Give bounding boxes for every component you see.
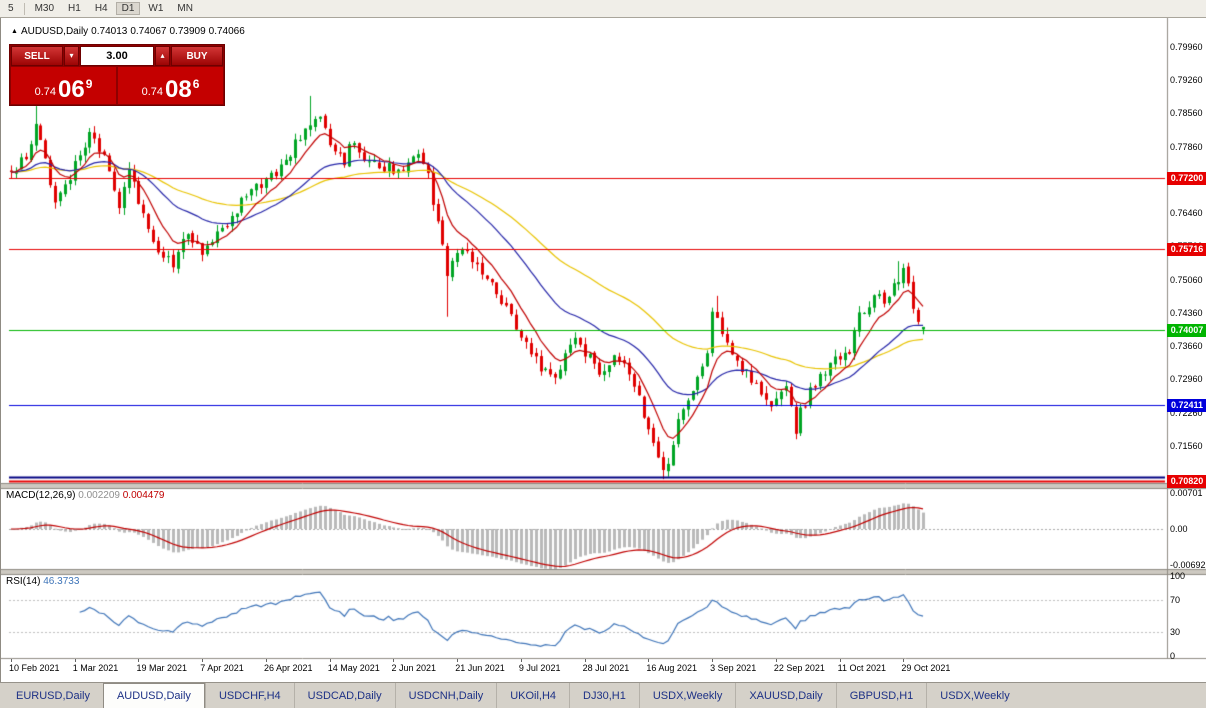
macd-signal-value: 0.004479 (122, 490, 165, 501)
timeframe-button-d1[interactable]: D1 (115, 2, 141, 15)
chart-tab-0-eurusd-daily[interactable]: EURUSD,Daily (16, 689, 90, 702)
chart-tab-8-xauusd-daily[interactable]: XAUUSD,Daily (735, 683, 835, 708)
chart-tab-10-usdx-weekly[interactable]: USDX,Weekly (926, 683, 1022, 708)
macd-indicator-label: MACD(12,26,9) 0.002209 0.004479 (6, 490, 164, 501)
sell-price-pipette: 9 (85, 77, 93, 91)
chart-tab-6-dj30-h1[interactable]: DJ30,H1 (569, 683, 639, 708)
chart-window: ▲ AUDUSD,Daily 0.74013 0.74067 0.73909 0.7406… (0, 18, 1206, 682)
chart-tab-5-ukoil-h4[interactable]: UKOil,H4 (496, 683, 569, 708)
timeframe-button-5[interactable]: 5 (8, 3, 14, 14)
sell-price-major: 0.74 (34, 86, 57, 98)
caret-down-icon: ▾ (69, 51, 74, 60)
ohlc-close: 0.74066 (208, 26, 245, 37)
price-chart-canvas[interactable] (1, 18, 1206, 682)
ohlc-high: 0.74067 (130, 26, 167, 37)
volume-input[interactable]: 3.00 (80, 46, 154, 66)
buy-price-display[interactable]: 0.74 08 6 (118, 67, 223, 104)
timeframe-toolbar: 5 M30 H1 H4 D1 W1 MN (0, 0, 1206, 18)
rsi-indicator-label: RSI(14) 46.3733 (6, 576, 79, 587)
rsi-name: RSI(14) (6, 576, 41, 587)
buy-price-pipette: 6 (192, 77, 200, 91)
chart-tab-bar: EURUSD,Daily AUDUSD,Daily USDCHF,H4 USDCAD,… (0, 682, 1206, 708)
chart-tab-9-gbpusd-h1[interactable]: GBPUSD,H1 (835, 683, 927, 708)
toolbar-divider (23, 2, 25, 15)
timeframe-button-m30[interactable]: M30 (34, 3, 55, 14)
chart-tab-4-usdcnh-daily[interactable]: USDCNH,Daily (394, 683, 497, 708)
buy-button[interactable]: BUY (171, 46, 223, 66)
timeframe-button-h1[interactable]: H1 (68, 3, 81, 14)
chart-tab-2-usdchf-h4[interactable]: USDCHF,H4 (204, 683, 294, 708)
timeframe-button-w1[interactable]: W1 (148, 3, 164, 14)
one-click-trading-panel: SELL ▾ 3.00 ▴ BUY 0.74 06 9 0.74 08 6 (9, 44, 225, 106)
chart-symbol-label: AUDUSD,Daily (20, 26, 89, 37)
volume-down-button[interactable]: ▾ (64, 46, 79, 66)
macd-main-value: 0.002209 (78, 490, 120, 501)
timeframe-button-mn[interactable]: MN (177, 3, 193, 14)
chart-tab-7-usdx-weekly[interactable]: USDX,Weekly (638, 683, 735, 708)
caret-up-icon: ▴ (160, 51, 165, 60)
chart-tab-1-audusd-daily[interactable]: AUDUSD,Daily (102, 683, 205, 708)
sell-price-display[interactable]: 0.74 06 9 (11, 67, 116, 104)
chart-ohlc-header: ▲ AUDUSD,Daily 0.74013 0.74067 0.73909 0.7406… (11, 26, 248, 37)
sell-button[interactable]: SELL (11, 46, 63, 66)
trade-prices-row: 0.74 06 9 0.74 08 6 (11, 67, 223, 104)
macd-name: MACD(12,26,9) (6, 490, 76, 501)
ohlc-open: 0.74013 (91, 26, 128, 37)
ohlc-low: 0.73909 (169, 26, 206, 37)
rsi-value: 46.3733 (43, 576, 80, 587)
sell-price-pips: 06 (58, 76, 85, 103)
timeframe-button-h4[interactable]: H4 (94, 3, 108, 14)
volume-up-button[interactable]: ▴ (155, 46, 170, 66)
chart-tab-3-usdcad-daily[interactable]: USDCAD,Daily (293, 683, 395, 708)
trade-controls-row: SELL ▾ 3.00 ▴ BUY (11, 46, 223, 66)
buy-price-pips: 08 (165, 76, 192, 103)
buy-price-major: 0.74 (141, 86, 164, 98)
chart-direction-icon: ▲ (11, 28, 18, 35)
